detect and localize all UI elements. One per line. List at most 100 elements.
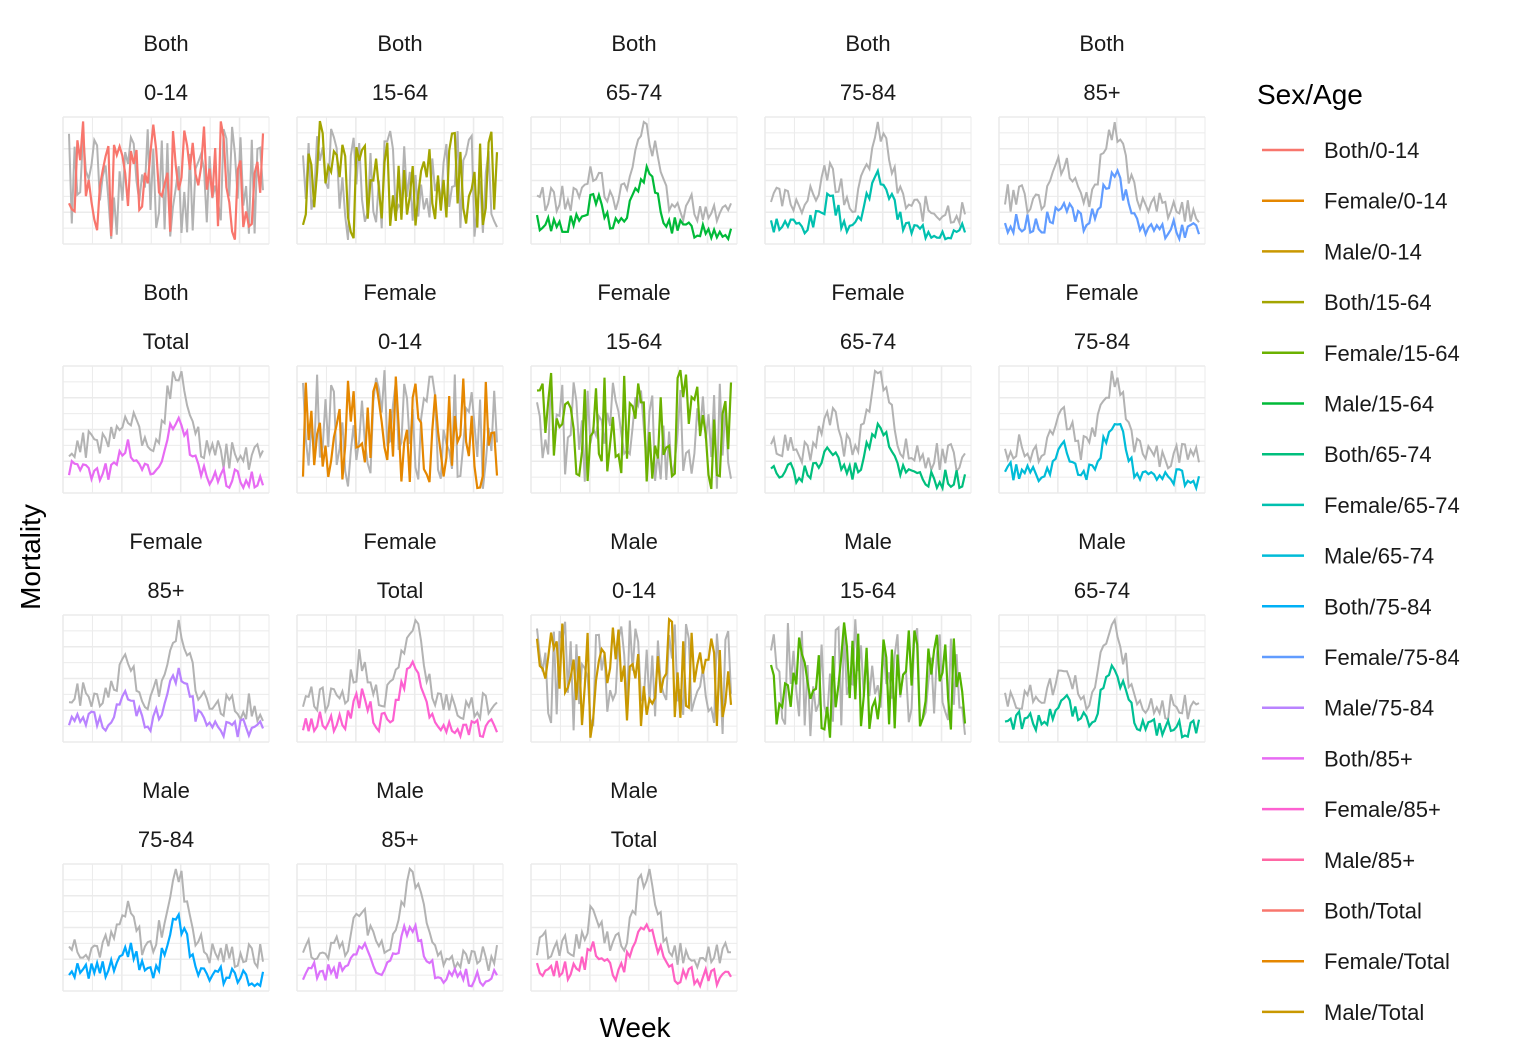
legend-label: Male/0-14: [1324, 239, 1422, 264]
legend-label: Female/Total: [1324, 949, 1450, 974]
legend-label: Male/65-74: [1324, 544, 1434, 569]
legend-label: Female/0-14: [1324, 189, 1448, 214]
series-line: [301, 921, 498, 988]
legend-item: Male/75-84: [1262, 696, 1434, 721]
series-line: [1004, 662, 1201, 739]
panel: Female 85+: [62, 529, 270, 743]
facet-panels: Both 0-14 Both 15-64 Both 65-74 Both 75-84 Both 8…: [62, 31, 1206, 992]
legend-item: Both/85+: [1262, 746, 1413, 771]
series-line: [535, 617, 733, 738]
legend-item: Both/65-74: [1262, 442, 1432, 467]
legend-item: Female/85+: [1262, 797, 1441, 822]
strip-label-age: 15-64: [606, 329, 662, 354]
panel: Female 0-14: [296, 280, 504, 494]
legend-item: Male/65-74: [1262, 544, 1434, 569]
series-line: [67, 415, 265, 491]
legend-label: Male/Total: [1324, 1000, 1424, 1025]
reference-series-line: [536, 120, 732, 225]
series-line: [769, 622, 967, 738]
legend-label: Both/Total: [1324, 899, 1422, 924]
series-line: [1003, 167, 1201, 243]
panel: Both 65-74: [530, 31, 738, 245]
legend: Sex/Age Both/0-14 Female/0-14 Male/0-14 Bot…: [1257, 79, 1460, 1025]
legend-item: Male/Total: [1262, 1000, 1424, 1025]
strip-label-sex: Male: [844, 529, 892, 554]
legend-label: Both/15-64: [1324, 290, 1432, 315]
strip-label-age: Total: [611, 827, 657, 852]
series-line: [301, 659, 499, 740]
reference-series-line: [536, 868, 731, 971]
strip-label-age: 15-64: [372, 80, 428, 105]
reference-series-line: [68, 868, 264, 970]
reference-series-line: [68, 619, 264, 724]
strip-label-sex: Both: [1079, 31, 1124, 56]
strip-label-age: 85+: [147, 578, 184, 603]
strip-label-sex: Female: [363, 529, 436, 554]
panel: Female 75-84: [998, 280, 1206, 494]
panel-grid: [530, 614, 738, 743]
strip-label-age: 65-74: [606, 80, 662, 105]
legend-label: Both/75-84: [1324, 594, 1432, 619]
strip-label-age: 65-74: [840, 329, 896, 354]
strip-label-sex: Male: [1078, 529, 1126, 554]
legend-label: Male/75-84: [1324, 696, 1434, 721]
legend-item: Female/0-14: [1262, 189, 1448, 214]
panel-grid: [296, 863, 504, 992]
legend-label: Female/85+: [1324, 797, 1441, 822]
strip-label-sex: Both: [611, 31, 656, 56]
strip-label-age: 65-74: [1074, 578, 1130, 603]
strip-label-age: 75-84: [1074, 329, 1130, 354]
strip-label-sex: Female: [597, 280, 670, 305]
panel: Male 85+: [296, 778, 504, 992]
series-line: [68, 911, 265, 988]
reference-series-line: [770, 121, 966, 227]
strip-label-sex: Female: [129, 529, 202, 554]
strip-label-age: 0-14: [612, 578, 656, 603]
x-axis-title: Week: [599, 1012, 671, 1043]
reference-series-line: [302, 617, 498, 722]
reference-series-line: [536, 620, 732, 735]
strip-label-age: Total: [143, 329, 189, 354]
panel-grid: [62, 614, 270, 743]
reference-series-line: [1004, 370, 1200, 470]
panel-grid: [764, 116, 972, 245]
panel: Female 65-74: [764, 280, 972, 494]
strip-label-sex: Female: [1065, 280, 1138, 305]
legend-label: Male/85+: [1324, 848, 1415, 873]
legend-label: Female/75-84: [1324, 645, 1460, 670]
legend-item: Female/65-74: [1262, 493, 1460, 518]
reference-series-line: [68, 126, 264, 239]
series-line: [769, 167, 967, 242]
panel: Female 15-64: [530, 280, 738, 494]
panel-grid: [998, 614, 1206, 743]
strip-label-sex: Male: [610, 529, 658, 554]
panel: Male 75-84: [62, 778, 270, 992]
strip-label-age: 15-64: [840, 578, 896, 603]
strip-label-age: 75-84: [840, 80, 896, 105]
series-line: [535, 162, 733, 242]
y-axis-title: Mortality: [15, 504, 46, 610]
series-line: [1004, 422, 1201, 492]
legend-item: Female/75-84: [1262, 645, 1460, 670]
legend-item: Both/Total: [1262, 899, 1422, 924]
legend-item: Both/0-14: [1262, 138, 1419, 163]
panel-grid: [998, 116, 1206, 245]
strip-label-age: 85+: [1083, 80, 1120, 105]
legend-title: Sex/Age: [1257, 79, 1363, 110]
reference-series-line: [1004, 121, 1200, 223]
strip-label-sex: Female: [363, 280, 436, 305]
panel-grid: [530, 116, 738, 245]
legend-label: Female/65-74: [1324, 493, 1460, 518]
reference-series-line: [68, 371, 264, 470]
strip-label-age: 75-84: [138, 827, 194, 852]
strip-label-sex: Both: [845, 31, 890, 56]
strip-label-sex: Both: [143, 31, 188, 56]
strip-label-age: Total: [377, 578, 423, 603]
strip-label-sex: Male: [142, 778, 190, 803]
panel-grid: [764, 365, 972, 494]
reference-series-line: [770, 369, 966, 474]
panel: Both Total: [62, 280, 270, 494]
strip-label-age: 85+: [381, 827, 418, 852]
panel: Both 0-14: [62, 31, 270, 245]
strip-label-sex: Both: [143, 280, 188, 305]
